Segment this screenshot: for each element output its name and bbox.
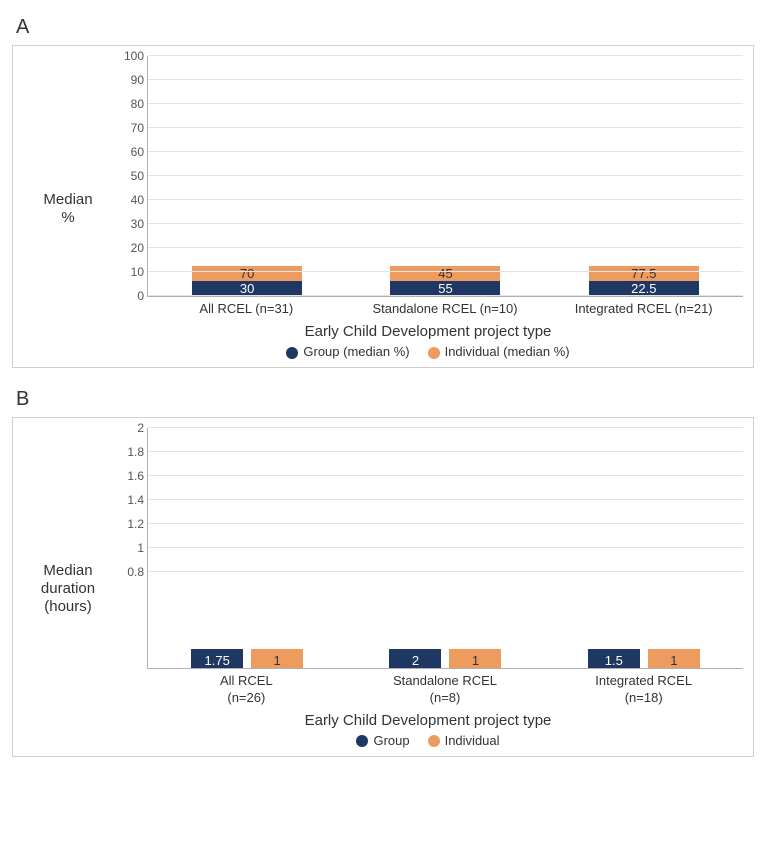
ytick-label: 2 — [118, 421, 144, 435]
xtick-label: Standalone RCEL(n=8) — [346, 673, 545, 706]
gridline — [148, 499, 743, 500]
legend-item-group: Group (median %) — [286, 344, 409, 359]
bar-segment-individual: 70 — [192, 266, 302, 281]
panel-a-yaxis-label: Median % — [23, 56, 113, 361]
bar-segment-individual: 77.5 — [589, 266, 699, 281]
gridline — [148, 103, 743, 104]
bar-group-series: 2 — [389, 649, 441, 668]
gridline — [148, 79, 743, 80]
xtick-label: Integrated RCEL (n=21) — [544, 301, 743, 317]
gridline — [148, 151, 743, 152]
bar-segment-individual: 45 — [390, 266, 500, 281]
xtick-label: All RCEL(n=26) — [147, 673, 346, 706]
panel-a-ylabel-1: Median — [43, 191, 92, 209]
panel-b-chart: Median duration (hours) 1.751211.51 0.81… — [12, 417, 754, 757]
circle-icon — [428, 347, 440, 359]
gridline — [148, 523, 743, 524]
ytick-label: 60 — [118, 145, 144, 159]
xtick-label: All RCEL (n=31) — [147, 301, 346, 317]
gridline — [148, 475, 743, 476]
legend-item-individual: Individual (median %) — [428, 344, 570, 359]
bar-individual-series: 1 — [251, 649, 303, 668]
gridline — [148, 427, 743, 428]
panel-b-xtitle: Early Child Development project type — [113, 712, 743, 729]
circle-icon — [286, 347, 298, 359]
bar-individual-series: 1 — [648, 649, 700, 668]
ytick-label: 100 — [118, 49, 144, 63]
gridline — [148, 451, 743, 452]
bar-segment-group: 22.5 — [589, 281, 699, 296]
bar-segment-group: 55 — [390, 281, 500, 296]
panel-b-yaxis-label: Median duration (hours) — [23, 428, 113, 750]
ytick-label: 90 — [118, 73, 144, 87]
bar-individual-series: 1 — [449, 649, 501, 668]
panel-b-xlabels: All RCEL(n=26)Standalone RCEL(n=8)Integr… — [147, 673, 743, 706]
ytick-label: 1.6 — [118, 469, 144, 483]
panel-a-chart: Median % 3070554522.577.5 01020304050607… — [12, 45, 754, 368]
ytick-label: 40 — [118, 193, 144, 207]
xtick-label: Standalone RCEL (n=10) — [346, 301, 545, 317]
gridline — [148, 547, 743, 548]
circle-icon — [428, 735, 440, 747]
bar-group: 1.51 — [545, 649, 743, 668]
legend-item-group: Group — [356, 733, 409, 748]
legend-label-group: Group — [373, 733, 409, 748]
gridline — [148, 223, 743, 224]
circle-icon — [356, 735, 368, 747]
panel-b-bars: 1.751211.51 — [148, 428, 743, 668]
ytick-label: 30 — [118, 217, 144, 231]
panel-a-bars: 3070 5545 22.577.5 — [148, 56, 743, 296]
ytick-label: 80 — [118, 97, 144, 111]
bar-group: 21 — [346, 649, 544, 668]
ytick-label: 1 — [118, 541, 144, 555]
gridline — [148, 271, 743, 272]
gridline — [148, 55, 743, 56]
panel-b-ylabel-2: (hours) — [44, 598, 92, 616]
panel-b-plot-area: 1.751211.51 0.811.21.41.61.82 — [147, 428, 743, 669]
panel-a-legend: Group (median %) Individual (median %) — [113, 344, 743, 359]
ytick-label: 50 — [118, 169, 144, 183]
gridline — [148, 199, 743, 200]
ytick-label: 70 — [118, 121, 144, 135]
legend-label-individual: Individual (median %) — [445, 344, 570, 359]
legend-label-individual: Individual — [445, 733, 500, 748]
gridline — [148, 295, 743, 296]
gridline — [148, 127, 743, 128]
ytick-label: 0.8 — [118, 565, 144, 579]
ytick-label: 0 — [118, 289, 144, 303]
bar-group-series: 1.75 — [191, 649, 243, 668]
xtick-label: Integrated RCEL(n=18) — [544, 673, 743, 706]
legend-label-group: Group (median %) — [303, 344, 409, 359]
panel-a-xlabels: All RCEL (n=31)Standalone RCEL (n=10)Int… — [147, 301, 743, 317]
ytick-label: 10 — [118, 265, 144, 279]
gridline — [148, 175, 743, 176]
ytick-label: 1.4 — [118, 493, 144, 507]
ytick-label: 1.8 — [118, 445, 144, 459]
panel-b-legend: Group Individual — [113, 733, 743, 748]
panel-a-ylabel-2: % — [61, 209, 74, 227]
legend-item-individual: Individual — [428, 733, 500, 748]
gridline — [148, 571, 743, 572]
bar-group: 1.75 1 — [148, 649, 346, 668]
panel-a-label: A — [16, 16, 754, 39]
bar-group-series: 1.5 — [588, 649, 640, 668]
ytick-label: 1.2 — [118, 517, 144, 531]
gridline — [148, 247, 743, 248]
panel-a-xtitle: Early Child Development project type — [113, 323, 743, 340]
panel-b-ylabel-1: Median duration — [23, 562, 113, 598]
ytick-label: 20 — [118, 241, 144, 255]
panel-b-label: B — [16, 388, 754, 411]
panel-a-plot-area: 3070554522.577.5 0102030405060708090100 — [147, 56, 743, 297]
bar-segment-group: 30 — [192, 281, 302, 296]
